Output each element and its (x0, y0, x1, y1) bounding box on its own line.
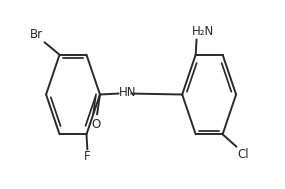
Text: Cl: Cl (237, 148, 249, 161)
Text: H₂N: H₂N (192, 25, 214, 38)
Text: O: O (91, 118, 100, 131)
Text: Br: Br (30, 28, 43, 41)
Text: F: F (84, 150, 91, 163)
Text: HN: HN (119, 86, 137, 99)
